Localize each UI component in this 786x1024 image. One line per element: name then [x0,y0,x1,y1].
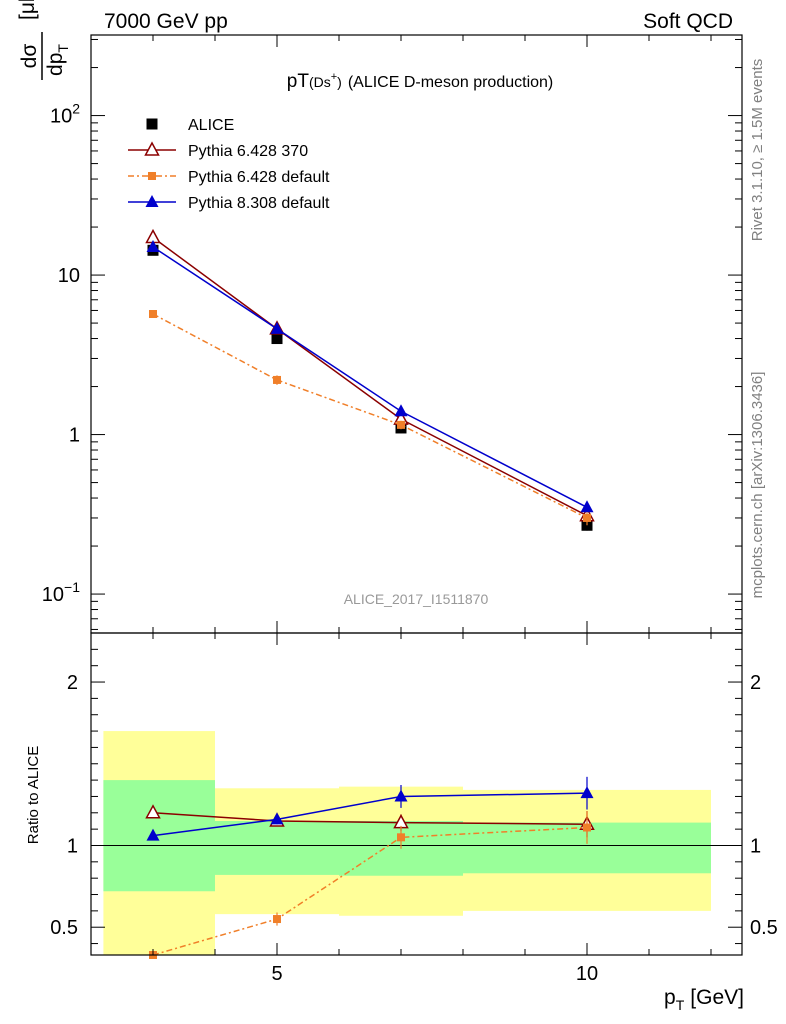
xtick-label-0: 5 [271,963,282,985]
ytick-label-ratio-right-1: 1 [750,835,761,857]
ytick-label-ratio-right-0: 0.5 [750,917,778,939]
ratio-point-py8-0 [146,828,160,841]
main-line-py6_370 [152,236,588,517]
main-point-py8-3 [580,500,594,513]
main-point-alice-1 [271,333,283,345]
main-point-py6_default-1 [273,375,281,384]
ratio-point-py6_default-1 [273,915,281,924]
ytick-label-ratio-0: 0.5 [50,917,78,939]
legend-marker-py8 [145,195,159,207]
ylabel-unit: [μb/GeV] [16,0,39,20]
xlabel-unit: [GeV] [690,986,744,1009]
legend-marker-py6_default [148,172,156,180]
xlabel-sub: T [676,997,685,1013]
main-point-py6_default-3 [583,513,591,522]
ratio-frame [90,632,743,956]
main-point-py8-2 [394,404,408,417]
ratio-series [145,776,595,959]
title-sub: (Ds [309,74,331,90]
ratio-ylabel: Ratio to ALICE [25,746,42,844]
ytick-label-ratio-2: 2 [67,672,78,694]
ratio-point-py8-1 [270,812,284,825]
ytick-base-1: 1 [69,425,80,447]
ytick-base-0: 10 [42,584,64,606]
ytick-base-3: 10 [50,106,72,128]
main-ylabel: dσ dpT [μb/GeV] [16,0,71,80]
ylabel-den-sub: T [55,44,71,53]
legend: ALICE Pythia 6.428 370 Pythia 6.428 defaul… [128,117,330,212]
ylabel-den-main: dp [44,53,67,76]
ylabel-den: dpT [44,44,71,76]
ratio-point-py6_370-0 [145,804,161,819]
ratio-line-py6_370 [152,812,588,825]
header-left: 7000 GeV pp [104,10,228,33]
ytick-exp-0: −1 [64,579,80,595]
ytick-label-main-2: 10 [58,265,80,287]
mcplots-label: mcplots.cern.ch [arXiv:1306.3436] [749,372,766,599]
legend-marker-py6_370 [144,141,160,156]
legend-item-alice: ALICE [146,117,234,134]
legend-item-py6_370: Pythia 6.428 370 [128,141,308,160]
title-close: ) [337,74,342,90]
ratio-band-inner-0 [103,780,215,892]
main-series-py6_default [149,310,591,526]
legend-item-py6_default: Pythia 6.428 default [128,169,330,186]
legend-label-py6_default: Pythia 6.428 default [188,169,330,186]
main-point-py6_default-0 [149,310,157,319]
main-point-py8-1 [270,321,284,334]
ytick-label-main-0: 10−1 [42,579,80,606]
main-line-py6_default [152,313,588,519]
analysis-watermark: ALICE_2017_I1511870 [344,591,489,607]
ratio-point-py8-3 [580,786,594,799]
legend-label-alice: ALICE [188,117,234,134]
ytick-label-main-1: 1 [69,425,80,447]
ytick-label-ratio-right-2: 2 [750,672,761,694]
main-series-py8 [146,239,594,513]
legend-label-py6_370: Pythia 6.428 370 [188,143,308,160]
ratio-point-py8-2 [394,789,408,802]
xlabel-main: p [664,986,676,1009]
xtick-label-1: 10 [576,963,598,985]
title-sup: + [331,71,337,83]
main-point-py6_default-2 [397,420,405,429]
legend-marker-alice [146,118,158,130]
main-series [145,228,595,531]
ylabel-num: dσ [18,44,41,69]
main-title: pT(Ds+) (ALICE D-meson production) [287,71,554,92]
rivet-label: Rivet 3.1.10, ≥ 1.5M events [749,59,766,242]
ratio-line-py8 [152,792,588,837]
title-main: pT [287,71,310,92]
ratio-point-py6_default-2 [397,833,405,842]
legend-item-py8: Pythia 8.308 default [128,195,330,212]
title-rest: (ALICE D-meson production) [348,74,553,91]
ytick-label-main-3: 102 [50,101,80,128]
header-right: Soft QCD [643,10,733,33]
main-series-py6_370 [145,228,595,522]
ytick-label-ratio-1: 1 [67,835,78,857]
ytick-exp-3: 2 [72,101,80,117]
ratio-series-py8 [146,776,594,841]
main-line-py8 [152,246,588,508]
ytick-base-2: 10 [58,265,80,287]
xlabel: pT [GeV] [664,986,744,1013]
ratio-point-py6_default-3 [583,823,591,832]
ratio-band-inner-1 [215,820,339,875]
main-point-py8-0 [146,239,160,252]
legend-label-py8: Pythia 8.308 default [188,195,330,212]
ratio-bands [103,731,711,955]
